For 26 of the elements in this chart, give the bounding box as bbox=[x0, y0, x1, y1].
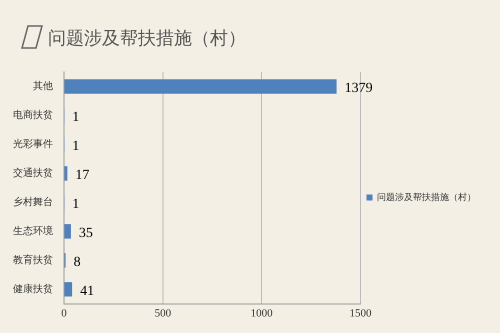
chart-title: 问题涉及帮扶措施（村） bbox=[48, 27, 246, 50]
y-tick-label: 其他 bbox=[33, 80, 53, 92]
y-tick-label: 健康扶贫 bbox=[13, 282, 53, 295]
data-label: 1 bbox=[72, 197, 80, 212]
x-tick-label: 500 bbox=[154, 307, 172, 320]
data-label: 41 bbox=[80, 284, 94, 299]
bar bbox=[64, 282, 72, 297]
data-label: 1379 bbox=[344, 81, 373, 96]
bar bbox=[64, 224, 71, 239]
y-tick-label: 生态环境 bbox=[13, 224, 53, 237]
data-label: 1 bbox=[72, 110, 80, 126]
y-tick-label: 教育扶贫 bbox=[13, 254, 53, 266]
data-label: 1 bbox=[72, 139, 80, 154]
legend-label: 问题涉及帮扶措施（村） bbox=[377, 192, 476, 203]
data-label: 35 bbox=[78, 226, 93, 242]
y-tick-label: 乡村舞台 bbox=[13, 196, 53, 208]
data-label: 17 bbox=[75, 168, 90, 184]
data-label: 8 bbox=[74, 255, 81, 270]
y-tick-label: 电商扶贫 bbox=[13, 109, 53, 122]
x-tick-label: 1000 bbox=[250, 307, 274, 320]
x-tick-label: 0 bbox=[61, 307, 68, 320]
x-tick-label: 1500 bbox=[350, 307, 372, 320]
bar bbox=[64, 166, 68, 181]
bar bbox=[64, 79, 337, 94]
y-tick-label: 光彩事件 bbox=[13, 138, 53, 150]
y-tick-label: 交通扶贫 bbox=[13, 167, 53, 180]
